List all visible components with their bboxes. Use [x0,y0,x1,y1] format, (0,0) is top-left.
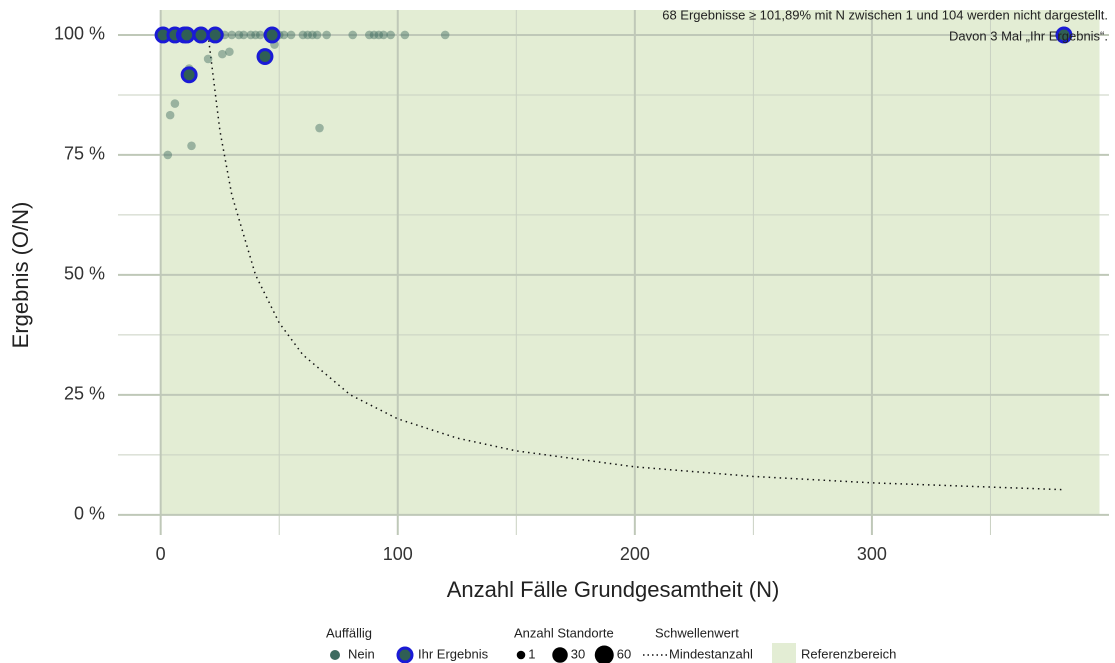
legend-swatch [330,650,340,660]
legend-label: 60 [617,646,631,661]
y-tick-label: 75 % [64,144,105,164]
point [386,30,395,40]
legend-label: Nein [348,646,375,661]
point [225,47,234,57]
point [308,30,317,40]
highlight-point [256,48,274,66]
point [303,30,312,40]
y-tick-label: 100 % [54,24,105,44]
point [348,30,357,40]
y-axis-title: Ergebnis (O/N) [8,202,33,349]
legend-title: Schwellenwert [655,625,739,640]
point [203,54,213,64]
highlight-point [263,26,281,44]
legend-label: Ihr Ergebnis [418,646,489,661]
point [170,99,180,108]
point [239,30,248,40]
legend-title: Auffällig [326,625,372,640]
point [187,141,196,151]
highlight-point [178,26,196,44]
reference-area [160,10,1100,515]
point [251,30,260,40]
point [279,30,289,40]
legend-size [552,647,568,663]
legend-size [516,650,526,660]
legend-swatch [772,643,796,663]
highlight-point [1055,26,1073,44]
point [218,49,227,59]
annotation: 68 Ergebnisse ≥ 101,89% mit N zwischen 1… [662,7,1108,22]
x-axis-title: Anzahl Fälle Grundgesamtheit (N) [447,577,780,602]
point [400,30,410,40]
legend-label: Referenzbereich [801,646,896,661]
x-tick-label: 300 [857,544,887,564]
x-tick-label: 100 [383,544,413,564]
legend-title: Anzahl Standorte [514,625,614,640]
highlight-point [180,66,198,84]
point [374,30,384,40]
point [246,30,256,40]
point [234,30,244,40]
point [379,30,388,40]
x-tick-label: 200 [620,544,650,564]
annotation: Davon 3 Mal „Ihr Ergebnis“. [949,28,1108,43]
point [369,30,379,40]
point [255,30,265,40]
legend-label: Mindestanzahl [669,646,753,661]
y-tick-label: 0 % [74,504,105,524]
point [163,150,173,160]
point [322,30,331,40]
point [312,30,322,40]
y-tick-label: 25 % [64,384,105,404]
legend-label: 1 [528,646,535,661]
point [315,123,324,133]
point [227,30,237,40]
legend-label: 30 [571,646,585,661]
point [165,110,175,120]
point [286,30,296,40]
point [298,30,308,40]
legend-size [594,645,614,663]
y-tick-label: 50 % [64,264,105,284]
point [440,30,450,40]
legend-swatch [396,646,414,663]
x-tick-label: 0 [156,544,166,564]
highlight-point [192,26,210,44]
point [365,30,374,40]
highlight-point [206,26,224,44]
